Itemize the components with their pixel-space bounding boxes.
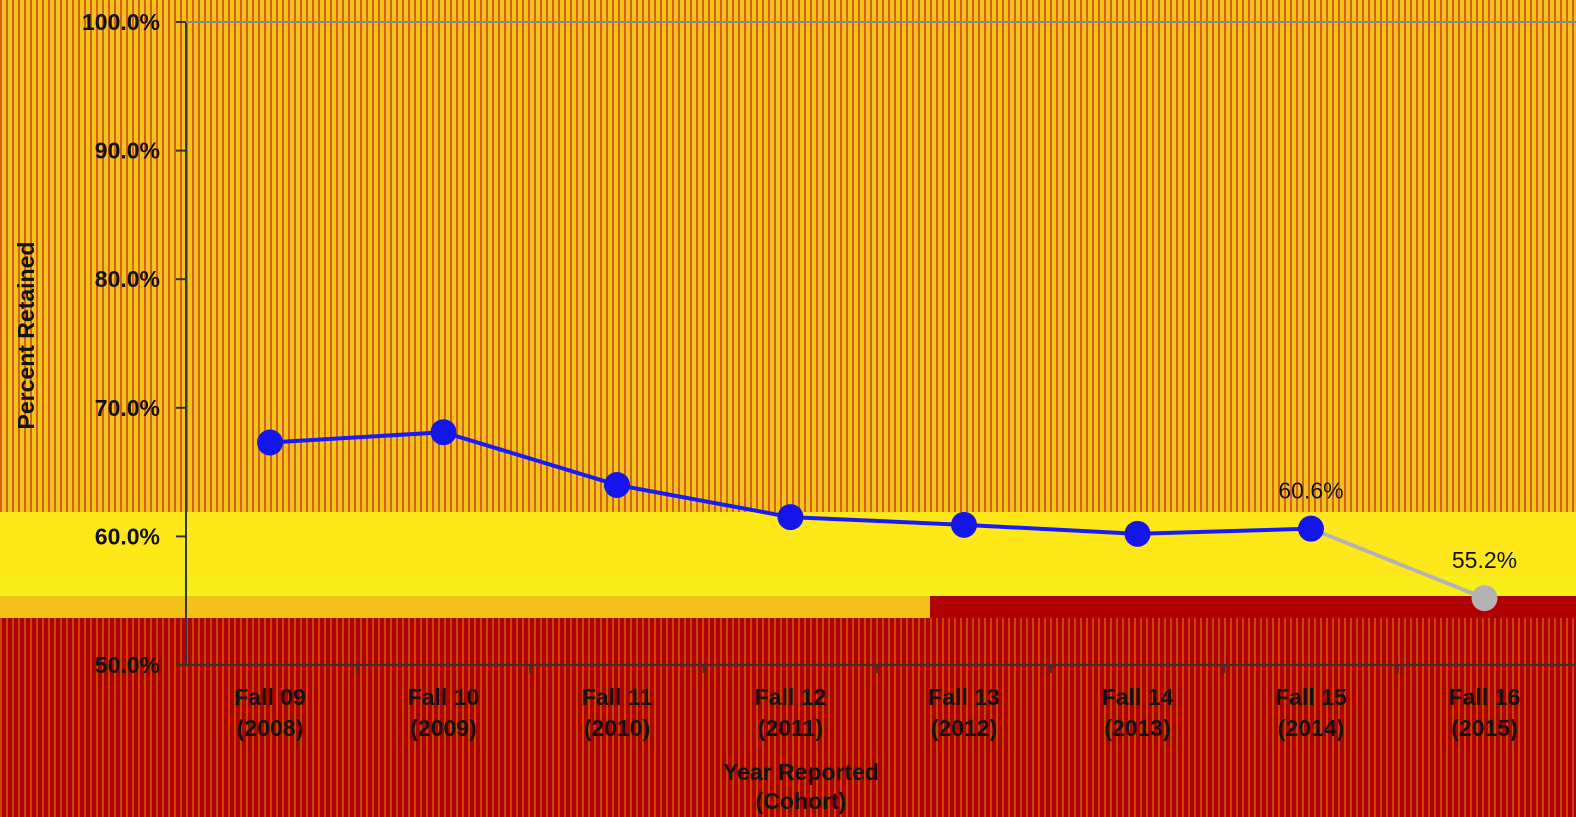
x-tick-label: Fall 13 (2012) (928, 684, 1000, 741)
data-point (1124, 520, 1151, 547)
x-tick-label-line2: (2011) (758, 715, 823, 741)
x-tick-label-line2: (2013) (1104, 715, 1170, 741)
x-tick-label: Fall 12 (2011) (755, 684, 827, 741)
x-tick-label-line2: (2014) (1278, 715, 1344, 741)
background-upper (0, 0, 1576, 512)
x-tick-label-line1: Fall 10 (408, 684, 480, 710)
x-axis-title-line: Year Reported (723, 759, 879, 785)
x-tick-label: Fall 09 (2008) (234, 684, 306, 741)
x-tick-label-line1: Fall 09 (234, 684, 306, 710)
data-point (1298, 515, 1324, 542)
x-tick-label: Fall 15 (2014) (1275, 684, 1347, 741)
x-tick-label: Fall 11 (2010) (582, 684, 653, 741)
data-point-projection (1471, 585, 1498, 612)
x-tick-label: Fall 10 (2009) (408, 684, 480, 741)
data-label: 55.2% (1452, 547, 1517, 573)
x-tick-label-line1: Fall 14 (1102, 684, 1174, 710)
x-tick-label-line2: (2012) (931, 715, 997, 741)
data-point (777, 504, 804, 531)
y-tick-label: 80.0% (95, 266, 160, 292)
data-point (257, 429, 283, 456)
y-tick-label: 60.0% (95, 523, 160, 549)
background-band-red-right (930, 596, 1576, 618)
x-tick-label-line1: Fall 13 (928, 684, 1000, 710)
y-axis-title: Percent Retained (13, 242, 39, 430)
x-axis-title: Year Reported (Cohort) (723, 759, 879, 814)
y-tick-label: 100.0% (82, 9, 160, 35)
axes (176, 21, 1576, 673)
background-lower (0, 618, 1576, 817)
data-point (951, 511, 977, 538)
x-tick-label-line1: Fall 12 (755, 684, 827, 710)
x-tick-label-line2: (2015) (1451, 715, 1517, 741)
x-tick-label-line1: Fall 11 (582, 684, 653, 710)
x-tick-label-line1: Fall 16 (1449, 684, 1521, 710)
x-tick-label: Fall 16 (2015) (1449, 684, 1521, 741)
data-label: 60.6% (1278, 478, 1343, 504)
x-tick-label-line1: Fall 15 (1275, 684, 1347, 710)
series (257, 419, 1498, 612)
data-point (604, 471, 630, 498)
y-tick-label: 90.0% (95, 138, 160, 164)
x-tick-label-line2: (2010) (584, 715, 650, 741)
x-tick-label-line2: (2008) (237, 715, 303, 741)
y-tick-label: 70.0% (95, 395, 160, 421)
x-axis-title-line: (Cohort) (756, 788, 847, 814)
y-tick-label: 50.0% (95, 652, 160, 678)
x-tick-label-line2: (2009) (410, 715, 476, 741)
labels: 50.0% 60.0% 70.0% 80.0% 90.0% 100.0% Fall 09 (2… (13, 9, 1520, 814)
background-band-light (0, 576, 1576, 596)
x-tick-label: Fall 14 (2013) (1102, 684, 1174, 741)
data-point (430, 419, 457, 446)
series-line-projection (1310, 526, 1486, 600)
